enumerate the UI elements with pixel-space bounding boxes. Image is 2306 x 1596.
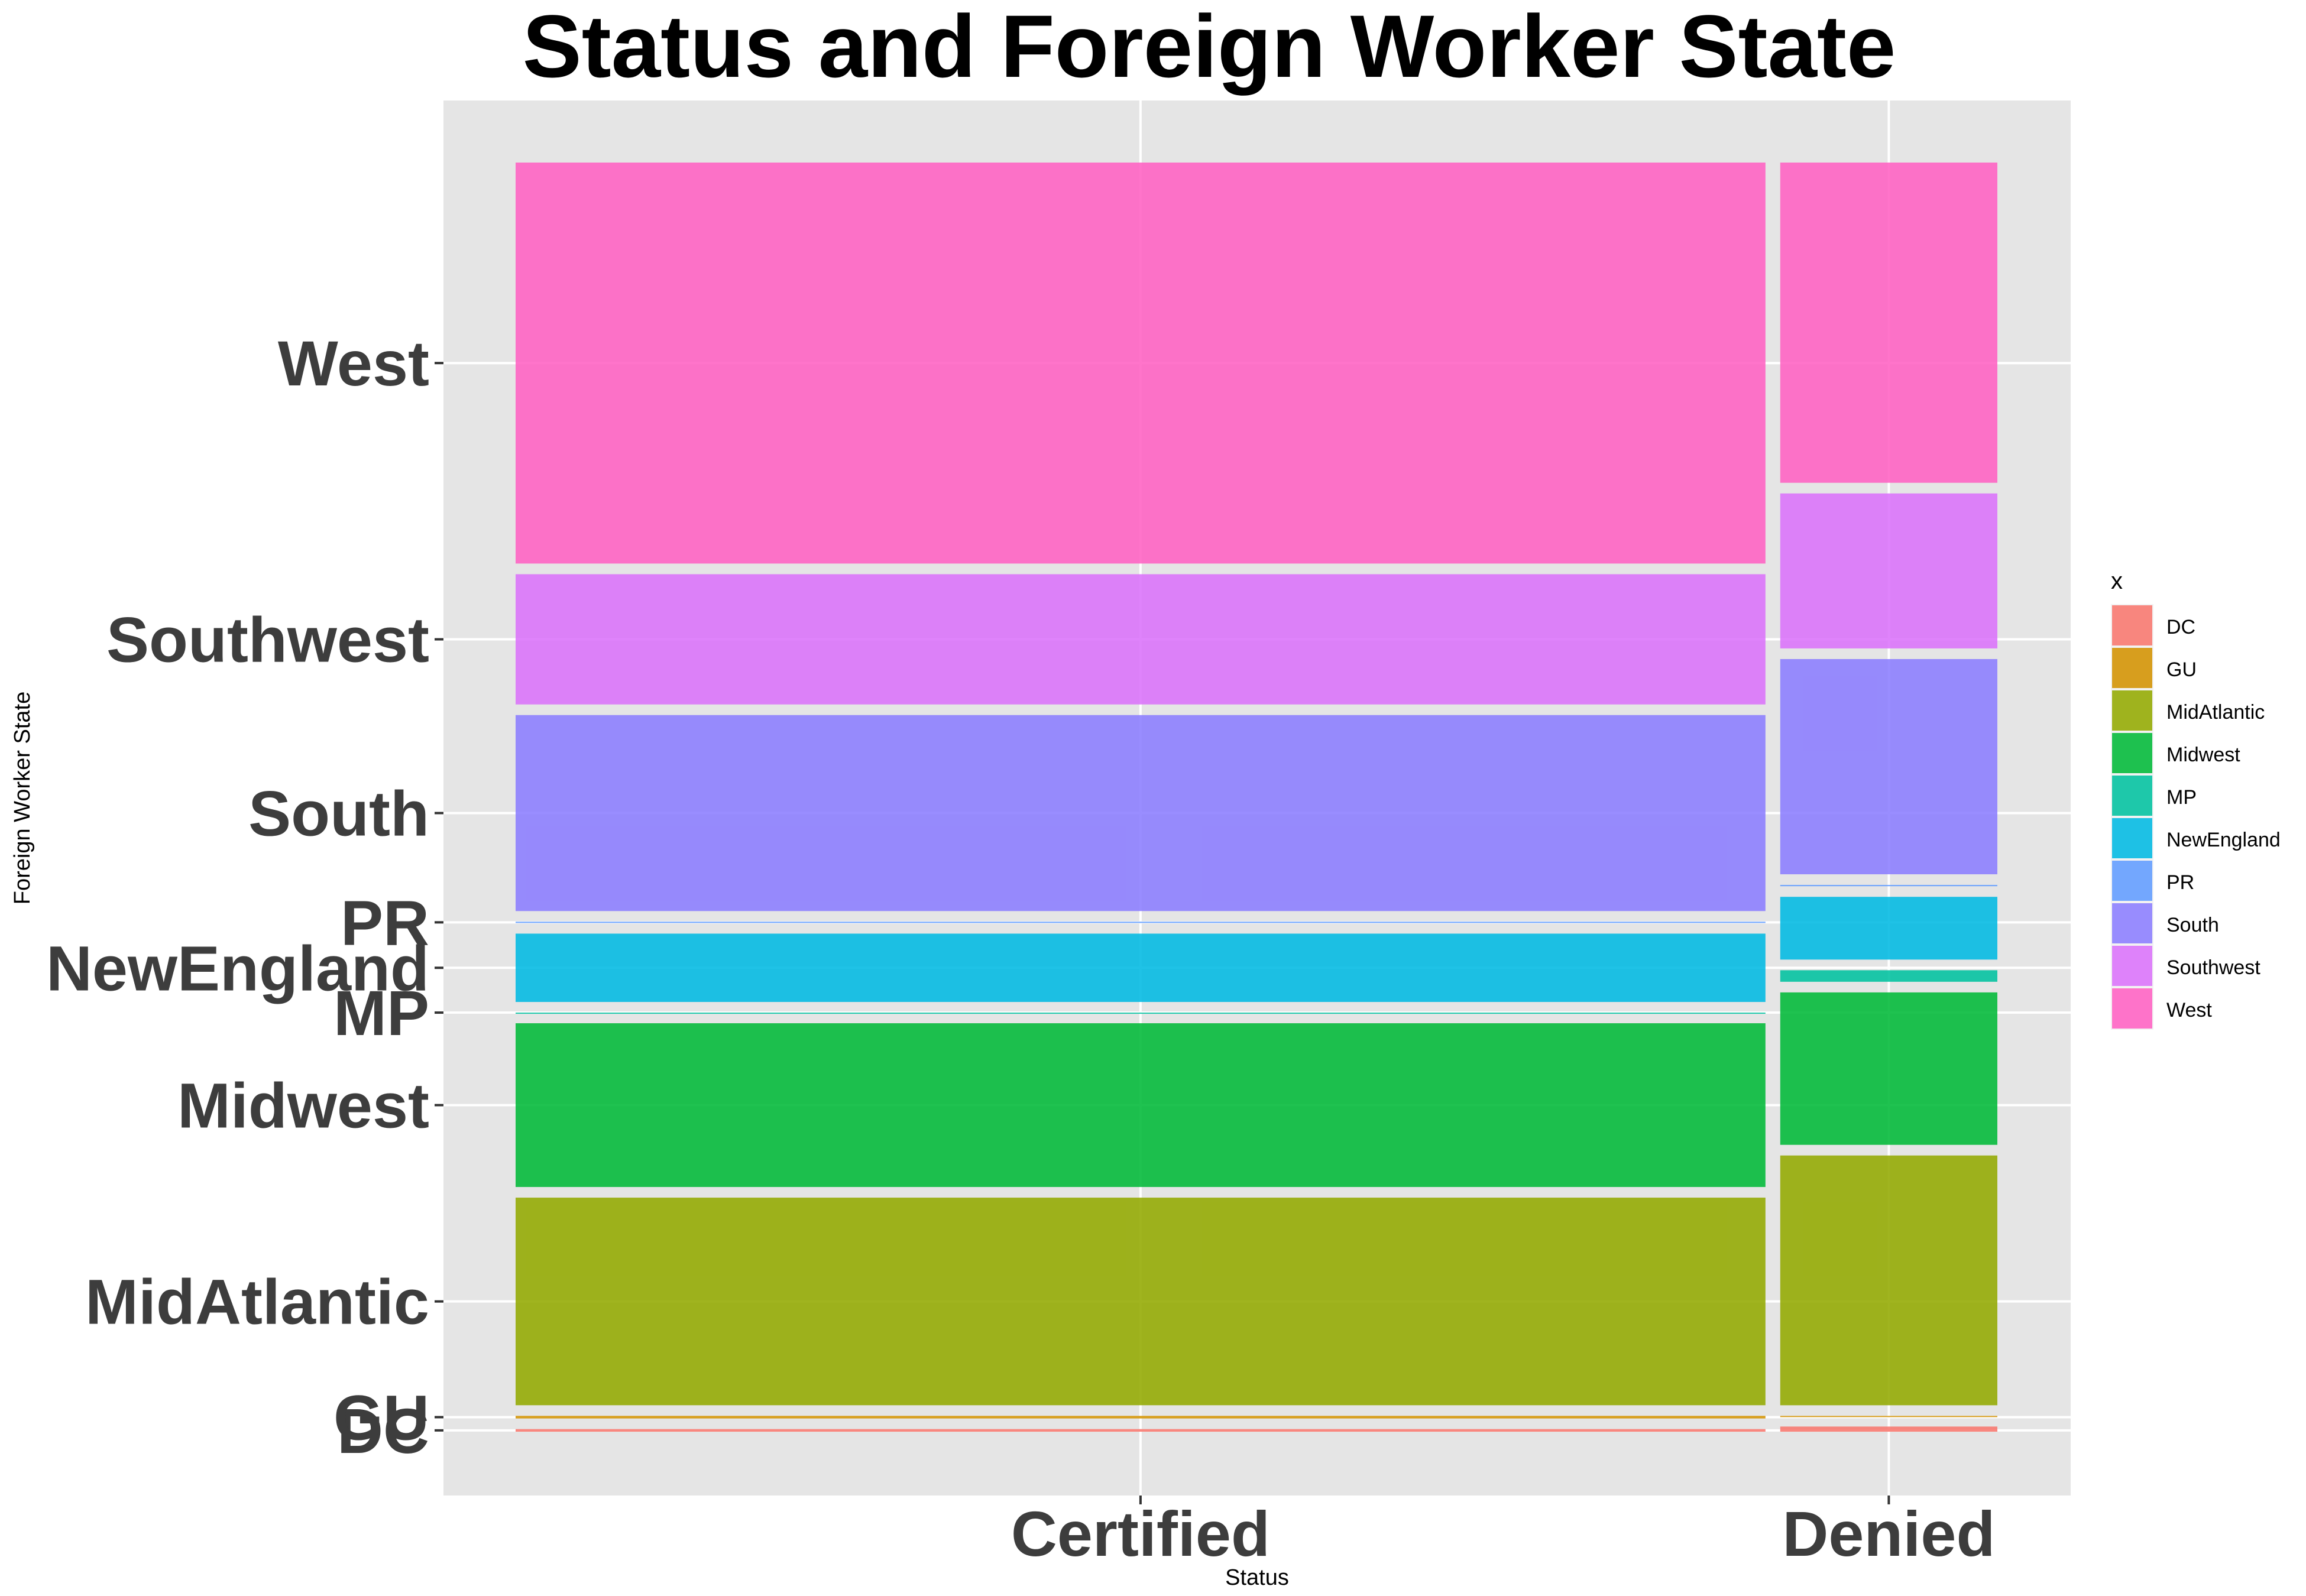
legend-key-dc: [2112, 605, 2152, 645]
ytick-label-south: South: [248, 777, 429, 849]
tile-denied-dc: [1780, 1426, 1997, 1432]
xtick-label-certified: Certified: [1011, 1498, 1270, 1569]
ytick-label-pr: PR: [341, 887, 429, 958]
ytick-label-gu: GU: [333, 1381, 429, 1453]
legend-key-midwest: [2112, 733, 2152, 773]
y-axis-title: Foreign Worker State: [10, 692, 35, 904]
ytick-label-midwest: Midwest: [177, 1070, 429, 1141]
ytick-label-southwest: Southwest: [106, 604, 429, 676]
ytick-label-mp: MP: [333, 977, 429, 1049]
tile-denied-midwest: [1780, 992, 1997, 1145]
ytick-label-midatlantic: MidAtlantic: [85, 1266, 429, 1338]
tile-denied-south: [1780, 658, 1997, 875]
legend-title: x: [2111, 568, 2123, 594]
tile-certified-dc: [516, 1429, 1766, 1432]
legend-key-pr: [2112, 861, 2152, 901]
legend-label-pr: PR: [2166, 871, 2194, 894]
legend-label-newengland: NewEngland: [2166, 829, 2281, 851]
tile-denied-mp: [1780, 970, 1997, 982]
tile-denied-gu: [1780, 1416, 1997, 1417]
x-axis: Certified Denied: [1011, 1496, 1995, 1569]
ytick-label-newengland: NewEngland: [46, 932, 429, 1004]
x-axis-title: Status: [1225, 1565, 1289, 1590]
ytick-label-dc: DC: [337, 1395, 429, 1467]
tile-denied-midatlantic: [1780, 1155, 1997, 1406]
legend-key-southwest: [2112, 946, 2152, 986]
legend: x DC GU MidAtlantic Midwest MP NewEngland PR So…: [2111, 568, 2281, 1030]
legend-label-gu: GU: [2166, 658, 2197, 681]
tile-certified-mp: [516, 1013, 1766, 1014]
tile-certified-west: [516, 163, 1766, 564]
legend-key-midatlantic: [2112, 690, 2152, 731]
legend-label-south: South: [2166, 914, 2219, 936]
tile-denied-newengland: [1780, 897, 1997, 960]
tile-certified-south: [516, 715, 1766, 911]
legend-label-southwest: Southwest: [2166, 956, 2260, 979]
legend-label-dc: DC: [2166, 616, 2195, 638]
legend-key-newengland: [2112, 818, 2152, 858]
tile-certified-pr: [516, 922, 1766, 923]
ytick-label-west: West: [278, 327, 429, 399]
legend-label-mp: MP: [2166, 786, 2197, 809]
tile-denied-west: [1780, 163, 1997, 483]
legend-key-gu: [2112, 648, 2152, 688]
legend-label-midwest: Midwest: [2166, 744, 2240, 766]
legend-key-south: [2112, 903, 2152, 943]
tile-certified-newengland: [516, 933, 1766, 1003]
chart-title: Status and Foreign Worker State: [523, 0, 1896, 96]
mosaic-tiles: [516, 163, 1997, 1432]
legend-key-west: [2112, 988, 2152, 1029]
legend-key-mp: [2112, 776, 2152, 816]
tile-denied-pr: [1780, 885, 1997, 887]
legend-label-west: West: [2166, 999, 2212, 1021]
tile-denied-southwest: [1780, 493, 1997, 648]
tile-certified-gu: [516, 1416, 1766, 1419]
legend-label-midatlantic: MidAtlantic: [2166, 701, 2265, 724]
tile-certified-midatlantic: [516, 1198, 1766, 1406]
tile-certified-southwest: [516, 574, 1766, 705]
xtick-label-denied: Denied: [1782, 1498, 1995, 1569]
tile-certified-midwest: [516, 1023, 1766, 1188]
